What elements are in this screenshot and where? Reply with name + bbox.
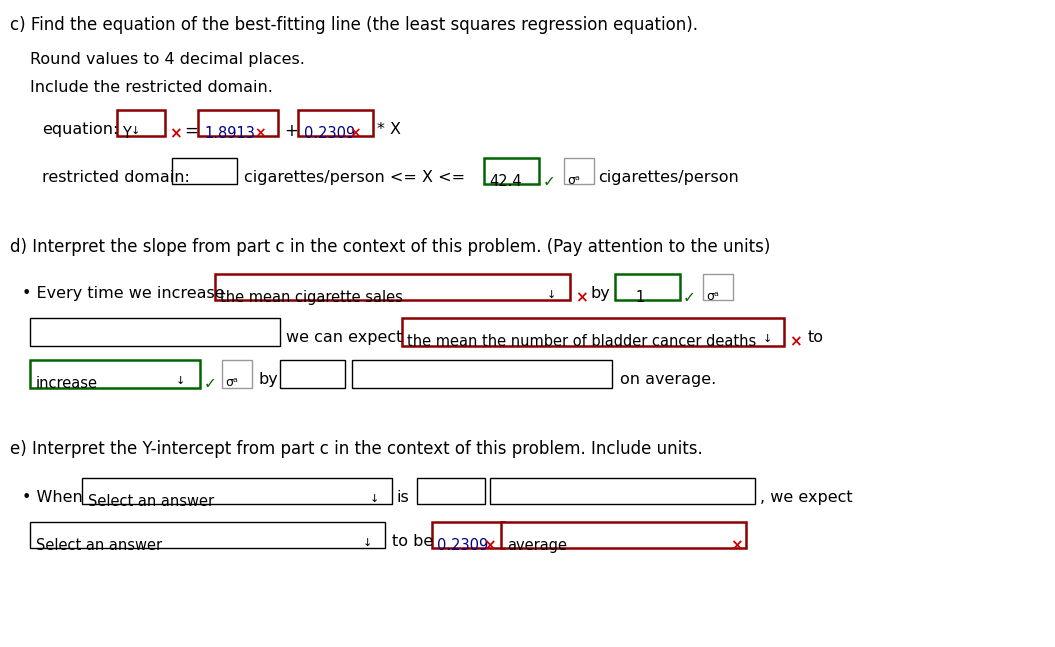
Text: ↓: ↓ — [546, 290, 556, 300]
Text: σᵃ: σᵃ — [225, 376, 237, 389]
FancyBboxPatch shape — [352, 360, 612, 388]
FancyBboxPatch shape — [402, 318, 784, 346]
FancyBboxPatch shape — [198, 110, 279, 136]
Text: ×: × — [349, 126, 361, 140]
FancyBboxPatch shape — [82, 478, 392, 504]
Text: Select an answer: Select an answer — [36, 538, 162, 553]
Text: average: average — [507, 538, 567, 553]
Text: equation:: equation: — [42, 122, 118, 137]
FancyBboxPatch shape — [298, 110, 373, 136]
FancyBboxPatch shape — [280, 360, 345, 388]
Text: ↓: ↓ — [763, 334, 772, 344]
Text: ✓: ✓ — [543, 174, 556, 189]
Text: * X: * X — [377, 122, 401, 137]
Text: is: is — [397, 490, 409, 505]
Text: σᵃ: σᵃ — [567, 174, 580, 187]
Text: restricted domain:: restricted domain: — [42, 170, 190, 185]
Text: , we expect: , we expect — [760, 490, 852, 505]
Text: on average.: on average. — [620, 372, 716, 387]
Text: 1: 1 — [635, 290, 645, 305]
Text: to: to — [808, 330, 824, 345]
Text: 0.2309: 0.2309 — [304, 126, 356, 141]
Text: ×: × — [169, 126, 181, 141]
Text: +: + — [284, 122, 298, 140]
Text: Y: Y — [122, 126, 131, 141]
Text: 0.2309: 0.2309 — [437, 538, 488, 553]
Text: ↓: ↓ — [370, 494, 380, 504]
Text: 1.8913: 1.8913 — [204, 126, 255, 141]
Text: increase: increase — [36, 376, 98, 391]
FancyBboxPatch shape — [484, 158, 539, 184]
Text: ×: × — [730, 538, 743, 553]
FancyBboxPatch shape — [501, 522, 746, 548]
Text: by: by — [591, 286, 611, 301]
FancyBboxPatch shape — [431, 522, 504, 548]
FancyBboxPatch shape — [30, 360, 200, 388]
FancyBboxPatch shape — [222, 360, 252, 388]
Text: to be: to be — [392, 534, 434, 549]
Text: cigarettes/person <= X <=: cigarettes/person <= X <= — [244, 170, 465, 185]
FancyBboxPatch shape — [564, 158, 594, 184]
Text: c) Find the equation of the best-fitting line (the least squares regression equa: c) Find the equation of the best-fitting… — [9, 16, 698, 34]
Text: d) Interpret the slope from part c in the context of this problem. (Pay attentio: d) Interpret the slope from part c in th… — [9, 238, 770, 256]
Text: σᵃ: σᵃ — [706, 290, 718, 303]
FancyBboxPatch shape — [215, 274, 570, 300]
Text: ×: × — [254, 126, 266, 140]
Text: ↓: ↓ — [363, 538, 372, 548]
FancyBboxPatch shape — [30, 522, 385, 548]
Text: ↓: ↓ — [131, 126, 140, 136]
Text: 42.4: 42.4 — [490, 174, 521, 189]
FancyBboxPatch shape — [615, 274, 680, 300]
Text: ↓: ↓ — [176, 376, 186, 386]
Text: e) Interpret the Y-intercept from part c in the context of this problem. Include: e) Interpret the Y-intercept from part c… — [9, 440, 703, 458]
Text: ✓: ✓ — [204, 376, 216, 391]
Text: we can expect: we can expect — [286, 330, 402, 345]
FancyBboxPatch shape — [172, 158, 237, 184]
Text: the mean cigarette sales: the mean cigarette sales — [220, 290, 403, 305]
FancyBboxPatch shape — [117, 110, 165, 136]
FancyBboxPatch shape — [30, 318, 280, 346]
Text: cigarettes/person: cigarettes/person — [598, 170, 738, 185]
Text: ✓: ✓ — [683, 290, 695, 305]
Text: • Every time we increase: • Every time we increase — [22, 286, 225, 301]
FancyBboxPatch shape — [417, 478, 485, 504]
Text: • When: • When — [22, 490, 82, 505]
Text: ×: × — [575, 290, 588, 305]
Text: =: = — [184, 122, 198, 140]
FancyBboxPatch shape — [490, 478, 755, 504]
Text: Include the restricted domain.: Include the restricted domain. — [30, 80, 273, 95]
Text: by: by — [258, 372, 277, 387]
Text: the mean the number of bladder cancer deaths: the mean the number of bladder cancer de… — [407, 334, 756, 349]
FancyBboxPatch shape — [703, 274, 733, 300]
Text: Round values to 4 decimal places.: Round values to 4 decimal places. — [30, 52, 305, 67]
Text: Select an answer: Select an answer — [88, 494, 214, 509]
Text: ×: × — [789, 334, 802, 349]
Text: ×: × — [483, 538, 496, 553]
